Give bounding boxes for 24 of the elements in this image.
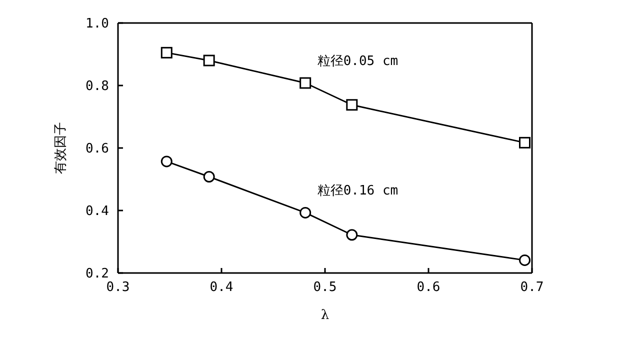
- x-tick-label: 0.3: [106, 280, 130, 296]
- point: [346, 229, 358, 241]
- y-tick-label: 0.8: [86, 79, 109, 94]
- y-tick-label: 0.2: [86, 266, 109, 282]
- point: [300, 206, 312, 218]
- point: [203, 54, 215, 66]
- point: [519, 136, 531, 148]
- x-tick-label: 0.7: [520, 280, 544, 296]
- point: [346, 99, 358, 111]
- point: [160, 156, 172, 168]
- x-axis-title: λ: [320, 308, 330, 324]
- x-tick-label: 0.5: [313, 280, 337, 296]
- y-tick-label: 1.0: [86, 16, 109, 32]
- point: [203, 171, 215, 182]
- series-label: 粒径0.16 cm: [317, 184, 398, 199]
- y-tick-label: 0.4: [86, 204, 110, 220]
- y-axis-title: 有效因子: [54, 122, 69, 174]
- y-tick-label: 0.6: [86, 142, 109, 157]
- point: [300, 77, 312, 89]
- point: [160, 46, 172, 58]
- series-label: 粒径0.05 cm: [317, 54, 398, 69]
- x-tick-label: 0.6: [416, 280, 440, 296]
- x-tick-label: 0.4: [210, 280, 234, 296]
- point: [519, 254, 531, 266]
